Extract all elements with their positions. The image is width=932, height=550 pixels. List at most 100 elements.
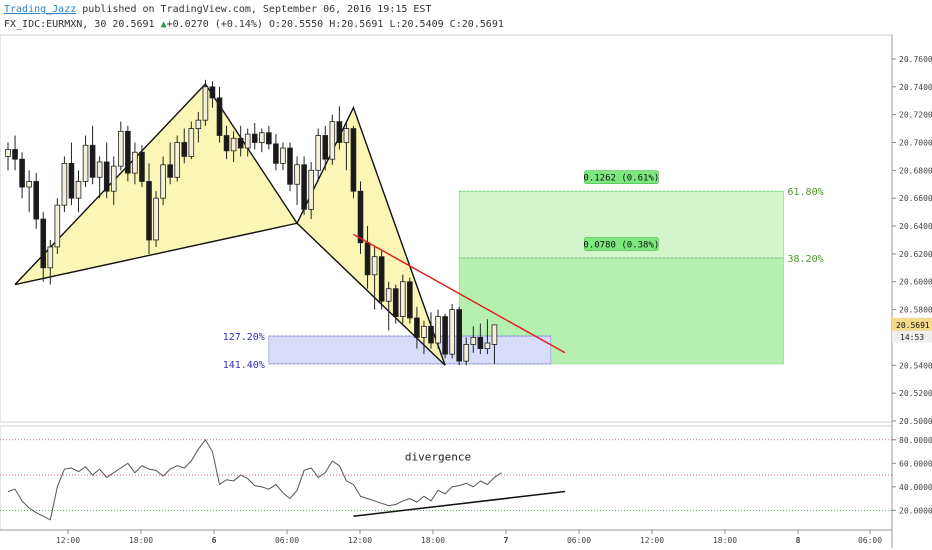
- candle-body: [273, 143, 279, 164]
- candle-body: [294, 164, 300, 185]
- countdown-bg: [892, 330, 932, 343]
- candle-body: [315, 135, 321, 171]
- candle-body: [301, 164, 307, 210]
- candle-body: [251, 133, 258, 143]
- time-tick-label: 7: [504, 536, 509, 545]
- time-tick-label: 18:00: [713, 536, 737, 545]
- rsi-tick-label: 60.0000: [899, 459, 932, 468]
- candle-body: [195, 119, 202, 129]
- price-tick-label: 20.7000: [899, 138, 932, 147]
- candle-body: [266, 132, 272, 145]
- price-change: +0.0270 (+0.14%): [166, 19, 263, 30]
- candle-body: [435, 316, 441, 344]
- candle-body: [399, 281, 406, 317]
- close-label: C:: [449, 19, 462, 30]
- candle-body: [258, 132, 265, 143]
- author-link[interactable]: Trading_Jazz: [4, 4, 77, 15]
- symbol-header: FX_IDC:EURMXN, 30 20.5691 ▲+0.0270 (+0.1…: [4, 19, 504, 30]
- candle-body: [202, 86, 209, 121]
- candle-body: [329, 121, 336, 160]
- time-tick-label: 18:00: [129, 536, 153, 545]
- candle-body: [336, 121, 343, 143]
- high-value: 20.5691: [341, 19, 384, 30]
- prz-zone: [268, 335, 552, 365]
- candle-body: [153, 197, 159, 241]
- candle-body: [322, 135, 329, 160]
- time-tick-label: 12:00: [348, 536, 372, 545]
- candle-body: [477, 337, 484, 349]
- low-label: L:: [389, 19, 402, 30]
- time-tick-label: 06:00: [275, 536, 299, 545]
- candle-body: [357, 190, 364, 244]
- candle-body: [96, 161, 103, 178]
- candle-body: [33, 181, 39, 220]
- measure-label: 0.0780 (0.38%): [583, 241, 659, 251]
- candle-body: [407, 281, 413, 319]
- time-tick-label: 8: [796, 536, 801, 545]
- candle-body: [463, 344, 470, 362]
- candle-body: [125, 130, 131, 174]
- candle-body: [392, 288, 399, 317]
- price-tick-label: 20.6200: [899, 250, 932, 259]
- rsi-line: [7, 438, 502, 521]
- candle-body: [414, 317, 420, 338]
- candle-body: [230, 137, 237, 152]
- price-tick-label: 20.5000: [899, 417, 932, 426]
- candle-body: [223, 135, 230, 152]
- candle-body: [428, 325, 434, 344]
- symbol-label: FX_IDC:EURMXN, 30: [4, 19, 107, 30]
- candle-body: [364, 242, 371, 276]
- up-arrow-icon: ▲: [160, 19, 167, 30]
- candle-body: [456, 309, 462, 362]
- time-tick-label: 12:00: [640, 536, 664, 545]
- time-tick-label: 18:00: [421, 536, 445, 545]
- candle-body: [110, 165, 117, 192]
- candle-body: [19, 158, 25, 188]
- candle-body: [484, 342, 491, 349]
- candle-body: [244, 133, 251, 149]
- price-tick-label: 20.6800: [899, 166, 932, 175]
- fib-level-label: 38.20%: [788, 254, 824, 265]
- candle-body: [470, 337, 477, 345]
- candle-body: [442, 316, 448, 355]
- candle-body: [89, 144, 96, 178]
- high-label: H:: [329, 19, 342, 30]
- time-tick-label: 06:00: [858, 536, 882, 545]
- price-tick-label: 20.6400: [899, 222, 932, 231]
- price-tick-label: 20.5400: [899, 361, 932, 370]
- candle-body: [26, 181, 32, 188]
- price-tick-label: 20.7600: [899, 55, 932, 64]
- fib-level-label: 127.20%: [223, 332, 265, 343]
- candle-body: [40, 218, 47, 269]
- candle-body: [47, 246, 54, 269]
- time-tick-label: 12:00: [56, 536, 80, 545]
- candle-body: [209, 86, 216, 99]
- candle-body: [308, 169, 314, 210]
- price-tick-label: 20.7200: [899, 111, 932, 120]
- measure-label-bg: [584, 237, 659, 251]
- price-tick-label: 20.6000: [899, 278, 932, 287]
- candle-body: [237, 137, 244, 149]
- time-tick-label: 06:00: [567, 536, 591, 545]
- measure-label-bg: [584, 170, 659, 184]
- price-tick-label: 20.5200: [899, 389, 932, 398]
- published-text: published on TradingView.com, September …: [82, 4, 432, 15]
- pattern-bd-line: [296, 222, 446, 366]
- candle-body: [174, 142, 181, 178]
- candle-body: [216, 97, 223, 136]
- candle-body: [188, 128, 195, 157]
- candle-body: [449, 309, 455, 355]
- price-tick-label: 20.5800: [899, 306, 932, 315]
- candle-body: [421, 325, 427, 338]
- rsi-pane[interactable]: [0, 425, 893, 531]
- candle-body: [75, 181, 82, 199]
- candle-body: [181, 142, 188, 157]
- candle-body: [118, 130, 124, 167]
- candle-body: [54, 204, 61, 248]
- red-trendline: [353, 233, 566, 354]
- divergence-line: [353, 490, 566, 517]
- candle-body: [160, 164, 166, 199]
- candle-body: [343, 128, 350, 143]
- last-price-label: 20.5691: [896, 321, 930, 330]
